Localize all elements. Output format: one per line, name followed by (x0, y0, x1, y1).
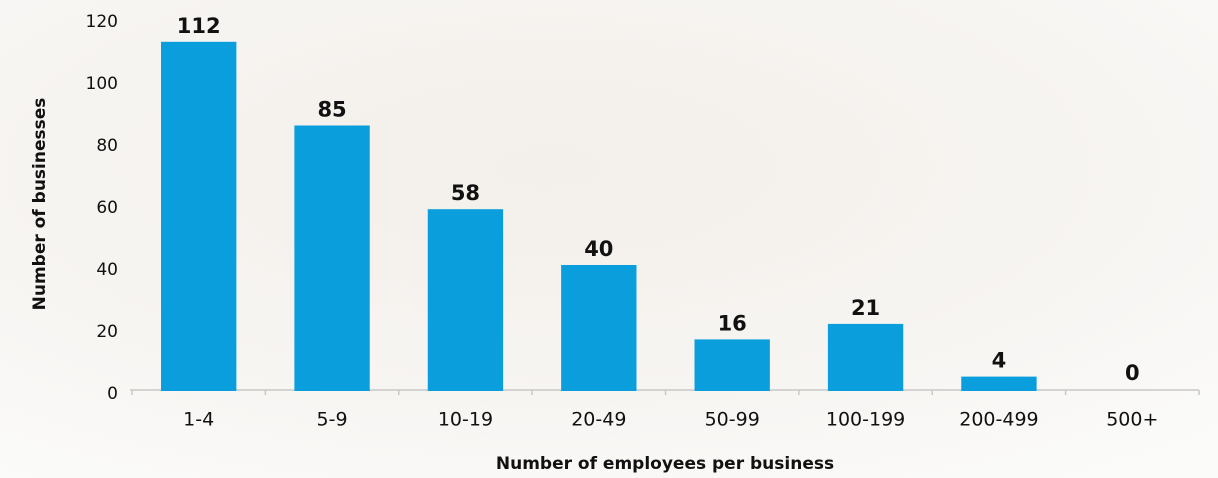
x-tick-label: 10-19 (438, 409, 493, 431)
data-label: 112 (177, 14, 221, 38)
bar (295, 127, 368, 391)
x-tick-label: 100-199 (826, 409, 905, 431)
y-tick-label: 80 (96, 136, 118, 156)
data-label: 85 (317, 98, 346, 122)
page: {"chart_data": {"type": "bar", "x_label"… (0, 0, 1218, 478)
data-label: 58 (451, 181, 480, 205)
y-axis-title: Number of businesses (30, 98, 50, 311)
y-tick-label: 20 (96, 322, 118, 342)
bar (829, 325, 902, 390)
chart: Number of employees per business Number … (0, 0, 1218, 478)
bar (962, 378, 1035, 390)
y-tick-label: 120 (86, 12, 118, 32)
x-tick-label: 500+ (1106, 409, 1158, 431)
y-tick-label: 60 (96, 198, 118, 218)
x-tick-label: 200-499 (959, 409, 1038, 431)
x-tick-label: 1-4 (183, 409, 214, 431)
data-label: 0 (1125, 361, 1140, 385)
y-tick-label: 100 (86, 74, 118, 94)
x-tick-label: 50-99 (705, 409, 760, 431)
bar (562, 266, 635, 390)
x-tick-label: 20-49 (571, 409, 626, 431)
bar (162, 43, 235, 390)
y-tick-label: 0 (107, 384, 118, 404)
data-label: 16 (718, 311, 747, 335)
data-label: 4 (992, 349, 1007, 373)
x-tick-label: 5-9 (317, 409, 348, 431)
data-label: 21 (851, 296, 880, 320)
y-tick-label: 40 (96, 260, 118, 280)
bar (429, 210, 502, 390)
x-axis-title: Number of employees per business (496, 454, 834, 474)
data-label: 40 (584, 237, 613, 261)
bar (696, 340, 769, 390)
